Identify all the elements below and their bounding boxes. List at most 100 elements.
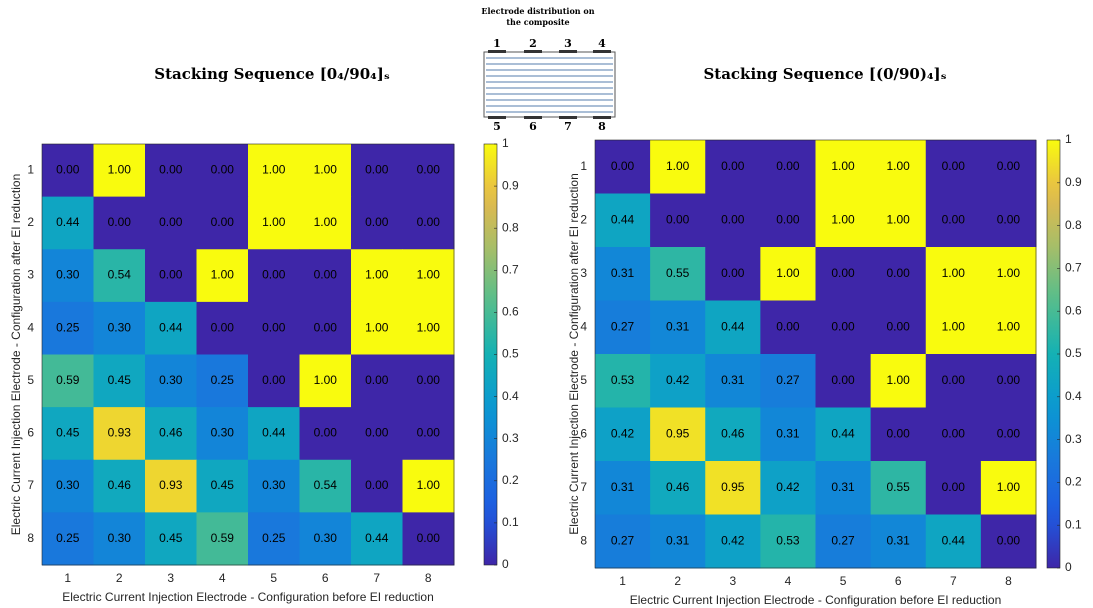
x-tick-label: 7 xyxy=(950,574,957,588)
cell-label: 1.00 xyxy=(887,373,911,387)
x-tick-label: 3 xyxy=(167,571,174,585)
cell-label: 0.45 xyxy=(56,426,80,440)
cell-label: 0.00 xyxy=(417,531,441,545)
colorbar-tick-label: 0.8 xyxy=(502,220,519,234)
cell-label: 1.00 xyxy=(942,319,966,333)
cell-label: 0.46 xyxy=(108,478,132,492)
cell-label: 0.31 xyxy=(887,533,911,547)
cell-label: 0.00 xyxy=(211,162,235,176)
cell-label: 1.00 xyxy=(314,162,338,176)
cell-label: 0.53 xyxy=(611,373,635,387)
x-tick-label: 8 xyxy=(1005,574,1012,588)
cell-label: 0.00 xyxy=(942,212,966,226)
cell-label: 0.00 xyxy=(262,373,286,387)
diagram-title: Electrode distribution on the composite xyxy=(478,6,598,28)
cell-label: 0.30 xyxy=(211,426,235,440)
y-tick-label: 1 xyxy=(27,162,34,176)
cell-label: 0.00 xyxy=(942,373,966,387)
cell-label: 0.95 xyxy=(666,426,690,440)
colorbar-tick-label: 0 xyxy=(1065,560,1072,574)
y-tick-label: 4 xyxy=(27,320,34,334)
cell-label: 1.00 xyxy=(887,212,911,226)
cell-label: 0.54 xyxy=(314,478,338,492)
colorbar-tick-label: 1 xyxy=(1065,132,1072,146)
figure: 1 2 3 4 5 6 7 8 Stacking Sequence [0₄/90… xyxy=(0,0,1093,608)
cell-label: 0.00 xyxy=(417,426,441,440)
electrode-label: 3 xyxy=(564,37,572,50)
cell-label: 0.53 xyxy=(776,533,800,547)
cell-label: 1.00 xyxy=(365,268,389,282)
cell-label: 0.42 xyxy=(666,373,690,387)
cell-label: 0.44 xyxy=(721,319,745,333)
cell-label: 0.45 xyxy=(108,373,132,387)
electrode-label: 6 xyxy=(529,120,537,133)
cell-label: 1.00 xyxy=(887,159,911,173)
cell-label: 0.46 xyxy=(159,426,183,440)
y-tick-label: 8 xyxy=(580,533,587,547)
colorbar-tick-label: 1 xyxy=(502,136,509,150)
x-tick-label: 7 xyxy=(373,571,380,585)
cell-label: 0.27 xyxy=(611,533,635,547)
cell-label: 0.44 xyxy=(56,215,80,229)
colorbar-tick-label: 0.6 xyxy=(502,305,519,319)
x-tick-label: 6 xyxy=(322,571,329,585)
cell-label: 0.30 xyxy=(314,531,338,545)
x-tick-label: 1 xyxy=(64,571,71,585)
y-axis-title: Electric Current Injection Electrode - C… xyxy=(9,174,23,536)
cell-label: 0.25 xyxy=(262,531,286,545)
cell-label: 0.30 xyxy=(262,478,286,492)
colorbar-tick-label: 0.1 xyxy=(502,515,519,529)
y-tick-label: 4 xyxy=(580,319,587,333)
cell-label: 0.00 xyxy=(942,426,966,440)
y-tick-label: 8 xyxy=(27,531,34,545)
y-tick-label: 3 xyxy=(580,266,587,280)
cell-label: 1.00 xyxy=(211,268,235,282)
y-tick-label: 5 xyxy=(580,373,587,387)
y-tick-label: 2 xyxy=(27,215,34,229)
cell-label: 0.31 xyxy=(776,426,800,440)
cell-label: 0.30 xyxy=(56,268,80,282)
cell-label: 0.42 xyxy=(611,426,635,440)
colorbar-tick-label: 0.4 xyxy=(1065,389,1082,403)
cell-label: 0.31 xyxy=(666,533,690,547)
cell-label: 0.00 xyxy=(417,373,441,387)
electrode-label: 5 xyxy=(493,120,501,133)
y-tick-label: 1 xyxy=(580,159,587,173)
cell-label: 1.00 xyxy=(314,373,338,387)
cell-label: 0.00 xyxy=(887,319,911,333)
colorbar-tick-label: 0.8 xyxy=(1065,218,1082,232)
x-tick-label: 2 xyxy=(674,574,681,588)
cell-label: 1.00 xyxy=(314,215,338,229)
cell-label: 0.93 xyxy=(108,426,132,440)
cell-label: 0.00 xyxy=(108,215,132,229)
cell-label: 0.31 xyxy=(721,373,745,387)
x-tick-label: 8 xyxy=(425,571,432,585)
cell-label: 1.00 xyxy=(997,266,1021,280)
colorbar-tick-label: 0.6 xyxy=(1065,303,1082,317)
cell-label: 0.00 xyxy=(776,319,800,333)
chart-title: Stacking Sequence [0₄/90₄]ₛ xyxy=(154,65,390,83)
page: 1 2 3 4 5 6 7 8 Stacking Sequence [0₄/90… xyxy=(0,0,1093,608)
cell-label: 0.00 xyxy=(365,215,389,229)
colorbar-tick-label: 0.9 xyxy=(1065,175,1082,189)
cell-label: 0.59 xyxy=(56,373,80,387)
cell-label: 0.00 xyxy=(314,426,338,440)
cell-label: 0.00 xyxy=(997,373,1021,387)
colorbar-tick-label: 0.3 xyxy=(502,431,519,445)
cell-label: 0.42 xyxy=(776,480,800,494)
cell-label: 0.00 xyxy=(997,533,1021,547)
electrode-label: 8 xyxy=(598,120,606,133)
cell-label: 0.00 xyxy=(997,159,1021,173)
cell-label: 0.44 xyxy=(942,533,966,547)
x-tick-label: 2 xyxy=(116,571,123,585)
cell-label: 0.00 xyxy=(314,320,338,334)
cell-label: 0.00 xyxy=(887,266,911,280)
cell-label: 0.25 xyxy=(56,531,80,545)
cell-label: 0.25 xyxy=(56,320,80,334)
x-tick-label: 4 xyxy=(219,571,226,585)
composite-diagram: 1 2 3 4 5 6 7 8 xyxy=(484,37,615,133)
cell-label: 0.93 xyxy=(159,478,183,492)
cell-label: 0.55 xyxy=(887,480,911,494)
y-tick-label: 7 xyxy=(580,480,587,494)
y-tick-label: 5 xyxy=(27,373,34,387)
